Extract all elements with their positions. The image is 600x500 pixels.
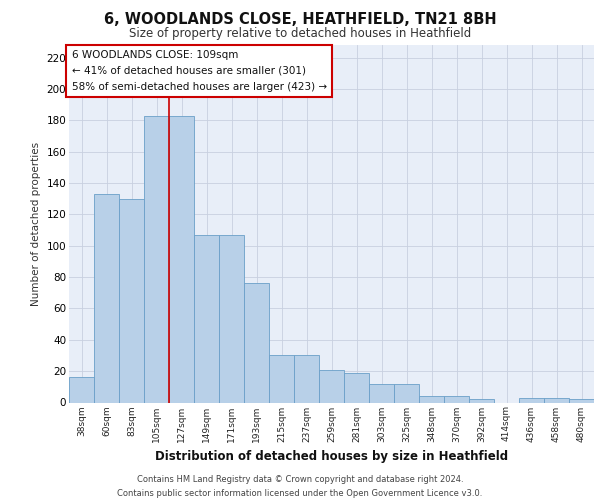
Bar	[94, 194, 119, 402]
Bar	[194, 234, 219, 402]
Bar	[269, 356, 294, 403]
Bar	[319, 370, 344, 402]
Bar	[119, 198, 144, 402]
Bar	[469, 400, 494, 402]
X-axis label: Distribution of detached houses by size in Heathfield: Distribution of detached houses by size …	[155, 450, 508, 463]
Bar	[144, 116, 169, 403]
Bar	[294, 356, 319, 403]
Bar	[419, 396, 444, 402]
Bar	[544, 398, 569, 402]
Bar	[344, 372, 369, 402]
Text: Size of property relative to detached houses in Heathfield: Size of property relative to detached ho…	[129, 28, 471, 40]
Y-axis label: Number of detached properties: Number of detached properties	[31, 142, 41, 306]
Bar	[69, 378, 94, 402]
Bar	[244, 284, 269, 403]
Text: 6 WOODLANDS CLOSE: 109sqm
← 41% of detached houses are smaller (301)
58% of semi: 6 WOODLANDS CLOSE: 109sqm ← 41% of detac…	[71, 50, 327, 92]
Bar	[519, 398, 544, 402]
Text: Contains HM Land Registry data © Crown copyright and database right 2024.
Contai: Contains HM Land Registry data © Crown c…	[118, 476, 482, 498]
Bar	[394, 384, 419, 402]
Bar	[569, 400, 594, 402]
Bar	[444, 396, 469, 402]
Bar	[169, 116, 194, 403]
Bar	[219, 234, 244, 402]
Text: 6, WOODLANDS CLOSE, HEATHFIELD, TN21 8BH: 6, WOODLANDS CLOSE, HEATHFIELD, TN21 8BH	[104, 12, 496, 28]
Bar	[369, 384, 394, 402]
